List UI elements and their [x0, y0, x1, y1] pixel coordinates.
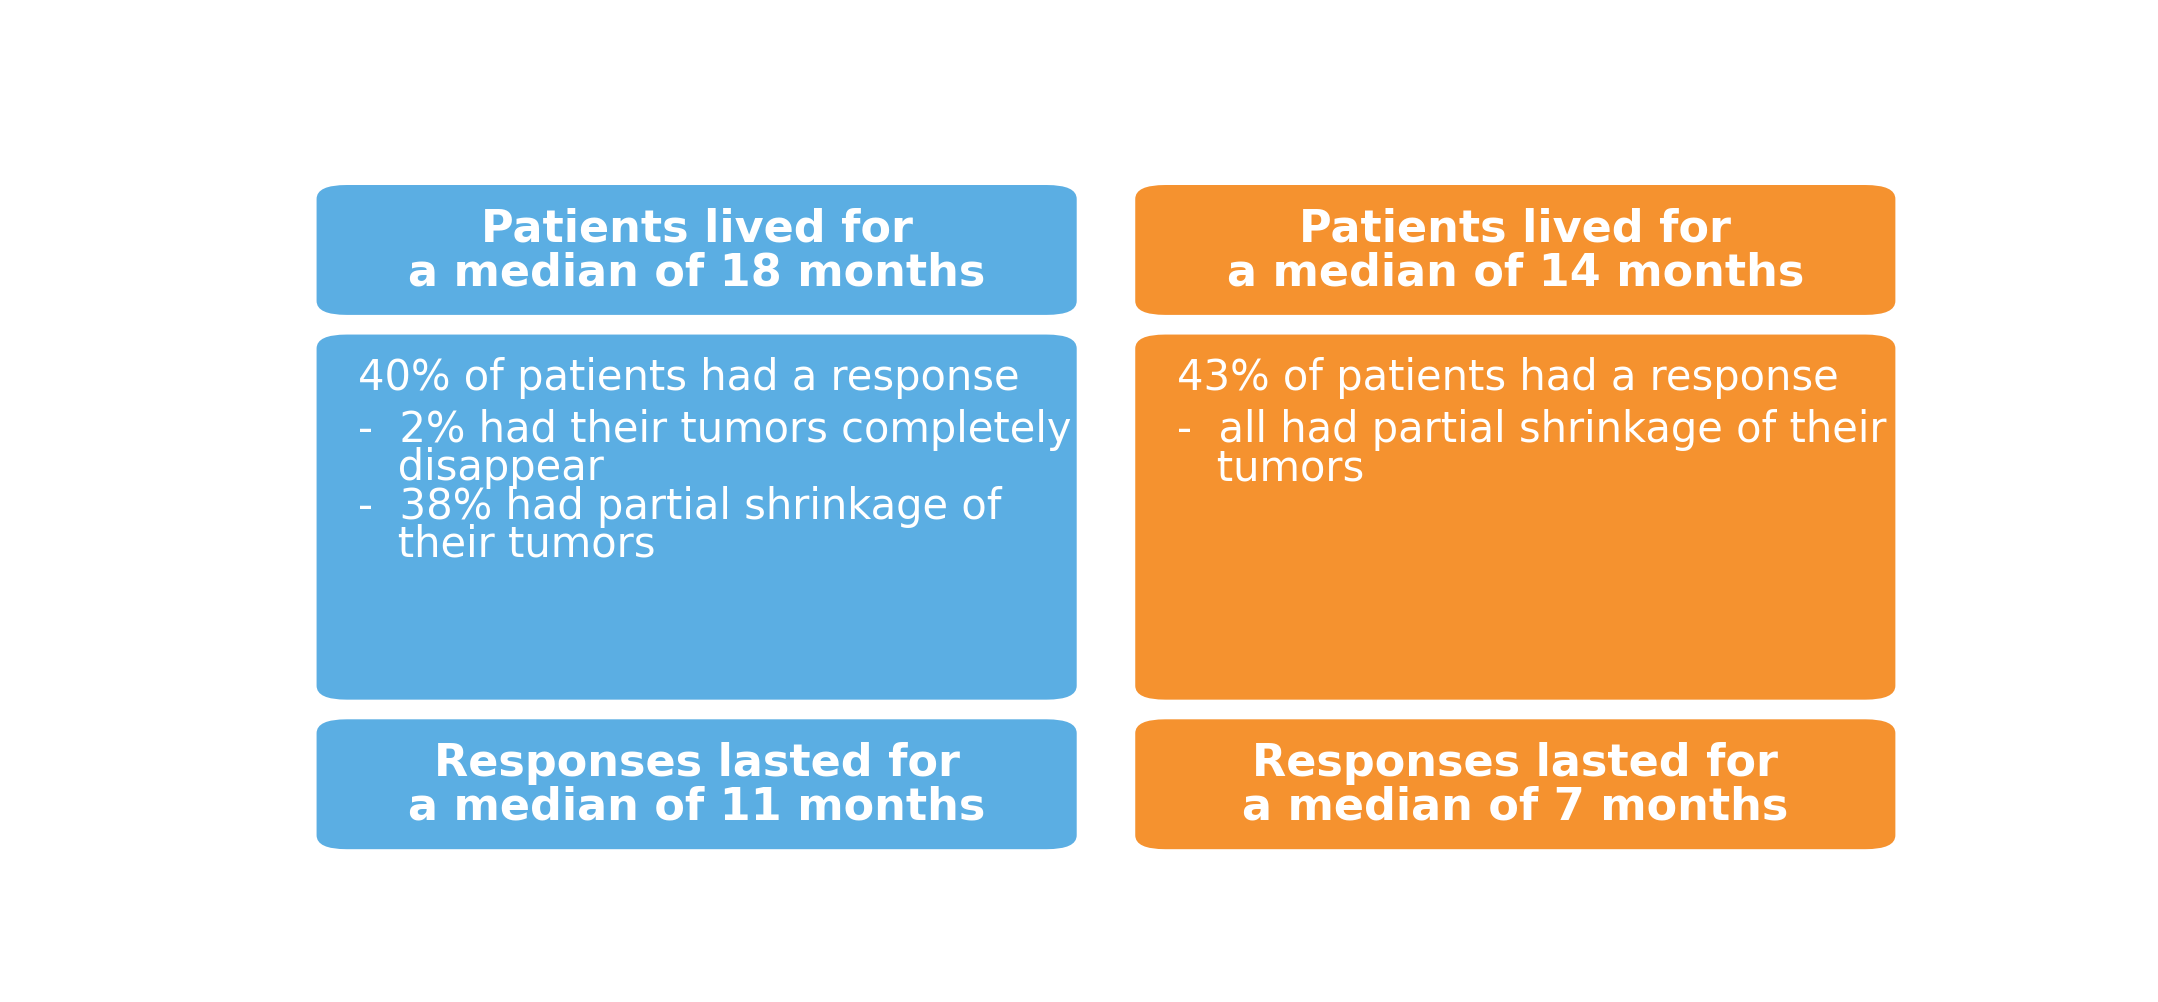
FancyBboxPatch shape	[1135, 336, 1895, 700]
Text: -  38% had partial shrinkage of: - 38% had partial shrinkage of	[358, 485, 1001, 527]
FancyBboxPatch shape	[1135, 719, 1895, 850]
FancyBboxPatch shape	[317, 185, 1077, 316]
Text: disappear: disappear	[358, 447, 604, 489]
Text: Patients lived for: Patients lived for	[481, 207, 913, 250]
Text: Patients lived for: Patients lived for	[1299, 207, 1731, 250]
Text: -  2% had their tumors completely: - 2% had their tumors completely	[358, 409, 1073, 451]
Text: a median of 11 months: a median of 11 months	[408, 785, 986, 828]
Text: a median of 18 months: a median of 18 months	[408, 250, 986, 294]
Text: 40% of patients had a response: 40% of patients had a response	[358, 357, 1021, 399]
Text: Responses lasted for: Responses lasted for	[1252, 741, 1778, 785]
Text: 43% of patients had a response: 43% of patients had a response	[1176, 357, 1839, 399]
Text: -  all had partial shrinkage of their: - all had partial shrinkage of their	[1176, 409, 1886, 451]
Text: a median of 14 months: a median of 14 months	[1226, 250, 1804, 294]
FancyBboxPatch shape	[317, 336, 1077, 700]
Text: tumors: tumors	[1176, 447, 1364, 489]
FancyBboxPatch shape	[317, 719, 1077, 850]
FancyBboxPatch shape	[1135, 185, 1895, 316]
Text: a median of 7 months: a median of 7 months	[1243, 785, 1789, 828]
Text: Responses lasted for: Responses lasted for	[434, 741, 960, 785]
Text: their tumors: their tumors	[358, 523, 656, 565]
